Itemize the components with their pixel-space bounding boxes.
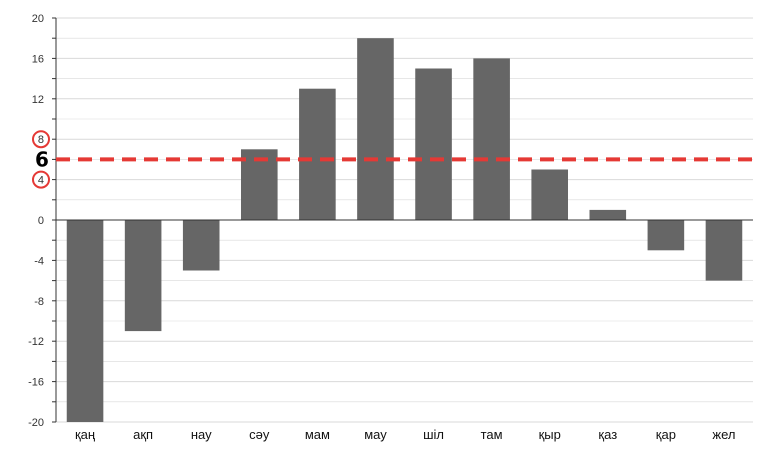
y-tick-label: 20 bbox=[32, 13, 44, 25]
x-tick-label: мау bbox=[364, 427, 387, 442]
bar-қыр bbox=[531, 169, 569, 220]
y-tick-label: 4 bbox=[38, 175, 44, 187]
y-tick-label: 16 bbox=[32, 53, 44, 65]
y-tick-label: -4 bbox=[34, 255, 44, 267]
bar-мау bbox=[357, 38, 394, 221]
tick-highlight-circle bbox=[32, 170, 50, 189]
y-tick-label: 8 bbox=[38, 134, 44, 146]
bar-қаң bbox=[66, 220, 104, 422]
y-tick-label: 0 bbox=[38, 215, 44, 227]
y-tick-labels: 20 16 12 8 4 0 -4 -8 -12 -16 -20 bbox=[28, 13, 56, 429]
bar-шіл bbox=[415, 68, 452, 220]
x-tick-label: ақп bbox=[133, 427, 153, 442]
bar-там bbox=[473, 58, 510, 221]
tick-highlight-circle bbox=[32, 130, 50, 149]
bar-жел bbox=[705, 220, 743, 281]
bar-қар bbox=[647, 220, 685, 251]
y-tick-label: -8 bbox=[34, 296, 44, 308]
bar-қаз bbox=[589, 209, 627, 220]
y-tick-label: -20 bbox=[28, 417, 44, 429]
x-tick-label: нау bbox=[191, 427, 212, 442]
y-tick-label: 12 bbox=[32, 94, 44, 106]
x-tick-label: қаң bbox=[75, 427, 96, 442]
x-tick-label: жел bbox=[712, 427, 735, 442]
bar-ақп bbox=[124, 220, 162, 332]
bars bbox=[66, 38, 743, 422]
bar-мам bbox=[299, 88, 336, 220]
y-tick-label: -12 bbox=[28, 336, 44, 348]
x-tick-label: шіл bbox=[423, 427, 444, 442]
x-tick-label: қаз bbox=[598, 427, 617, 442]
y-tick-label: -16 bbox=[28, 377, 44, 389]
x-tick-labels: қаң ақп нау сәу мам мау шіл там қыр қаз қар жел bbox=[75, 427, 736, 442]
x-tick-label: қыр bbox=[539, 427, 561, 442]
x-tick-label: там bbox=[481, 427, 503, 442]
bar-нау bbox=[182, 220, 220, 271]
x-tick-label: қар bbox=[656, 427, 676, 442]
reference-line-group: 6 bbox=[35, 147, 753, 171]
x-tick-label: мам bbox=[305, 427, 330, 442]
reference-line-label: 6 bbox=[35, 147, 49, 171]
x-tick-label: сәу bbox=[249, 427, 270, 442]
